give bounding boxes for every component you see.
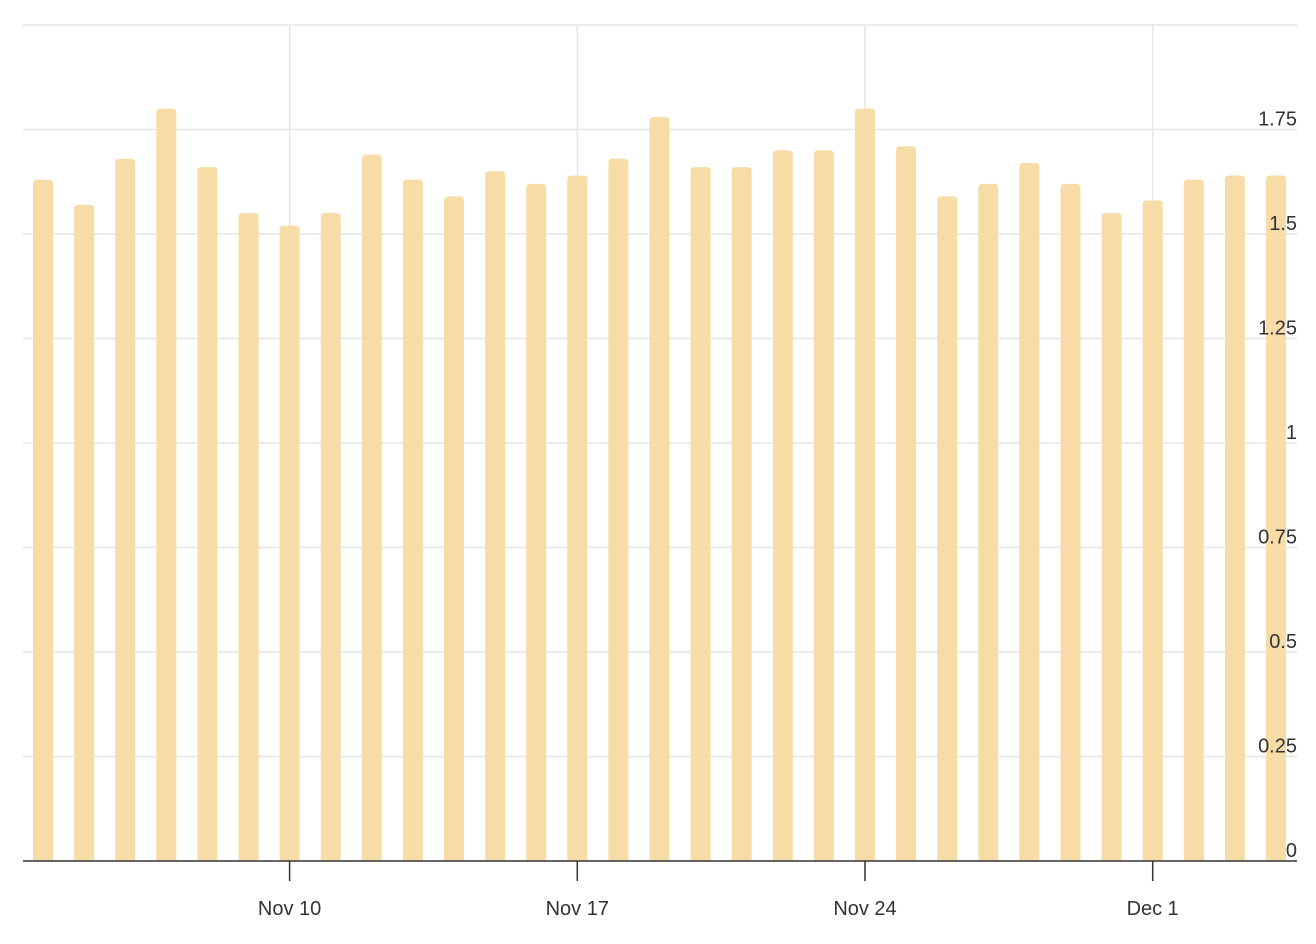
x-tick-label: Dec 1: [1127, 898, 1179, 920]
y-tick-label: 0.25: [1258, 736, 1297, 758]
bar-nov-20: [690, 167, 711, 861]
bar-nov-23: [813, 150, 834, 861]
bar-dec-1: [1142, 200, 1163, 861]
bar-nov-9: [238, 213, 259, 862]
bar-dec-3: [1224, 175, 1245, 862]
bar-nov-28: [1019, 162, 1040, 861]
y-tick-label: 0.5: [1269, 631, 1297, 653]
x-tick-label: Nov 17: [546, 898, 609, 920]
bar-nov-12: [361, 154, 382, 861]
bar-nov-4: [33, 179, 53, 861]
bar-nov-10: [279, 225, 300, 861]
bar-nov-21: [731, 167, 752, 861]
y-tick-label: 1: [1286, 422, 1297, 444]
bars: [33, 108, 1286, 862]
bar-nov-22: [772, 150, 793, 861]
y-tick-label: 1.75: [1258, 109, 1297, 131]
bar-nov-24: [855, 108, 875, 862]
bar-nov-25: [896, 146, 917, 862]
y-tick-label: 0: [1286, 840, 1297, 862]
bar-nov-18: [608, 158, 629, 861]
y-tick-label: 1.5: [1269, 213, 1297, 235]
bar-dec-2: [1183, 179, 1204, 861]
bar-nov-15: [485, 171, 506, 862]
y-tick-label: 1.25: [1258, 318, 1297, 340]
bar-nov-5: [74, 204, 95, 862]
bar-nov-30: [1101, 213, 1122, 862]
bar-nov-19: [649, 116, 670, 861]
bar-nov-14: [444, 196, 464, 861]
bar-dec-4: [1266, 175, 1286, 862]
bar-nov-11: [320, 213, 341, 862]
bar-nov-6: [115, 158, 136, 861]
bar-nov-17: [567, 175, 588, 862]
bar-nov-26: [937, 196, 958, 861]
y-axis-labels: 0 0.25 0.5 0.75 1 1.25 1.5 1.75: [1258, 109, 1297, 863]
x-tick-label: Nov 24: [833, 898, 896, 920]
bar-nov-7: [156, 108, 177, 862]
y-tick-label: 0.75: [1258, 527, 1297, 549]
bar-nov-29: [1060, 183, 1081, 862]
bar-nov-27: [978, 183, 999, 862]
bar-nov-13: [402, 179, 423, 861]
x-axis: Nov 10 Nov 17 Nov 24 Dec 1: [23, 860, 1297, 920]
bar-nov-16: [526, 183, 547, 862]
x-tick-label: Nov 10: [258, 898, 321, 920]
bar-nov-8: [197, 167, 218, 861]
